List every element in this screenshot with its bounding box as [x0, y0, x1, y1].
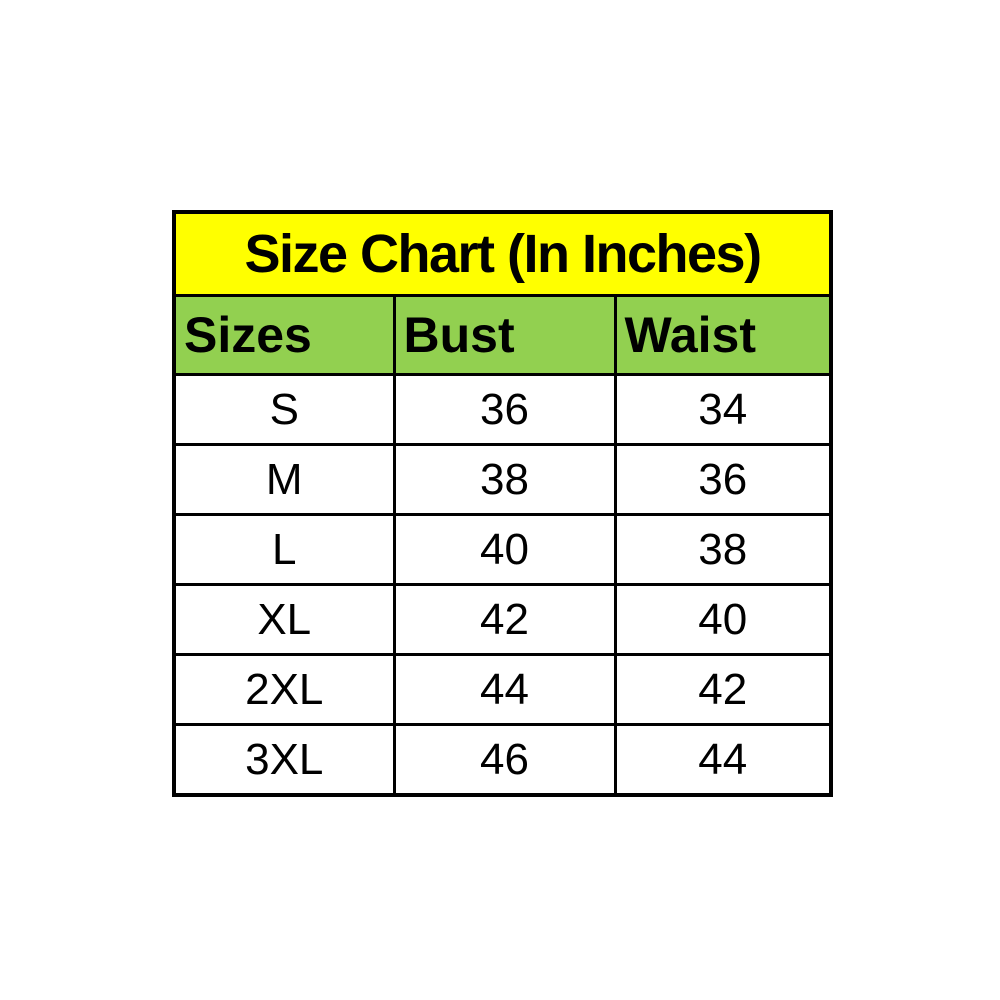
bust-cell: 46 [392, 723, 617, 797]
bust-cell: 40 [392, 513, 617, 586]
table-title: Size Chart (In Inches) [172, 210, 833, 297]
table-row: L 40 38 [172, 513, 833, 586]
size-cell: M [172, 443, 396, 516]
waist-cell: 36 [613, 443, 833, 516]
size-cell: 2XL [172, 653, 396, 726]
table-row: 2XL 44 42 [172, 653, 833, 726]
table-row: M 38 36 [172, 443, 833, 516]
header-row: Sizes Bust Waist [172, 294, 833, 376]
size-cell: L [172, 513, 396, 586]
column-header-waist: Waist [613, 294, 833, 376]
waist-cell: 34 [613, 373, 833, 446]
column-header-sizes: Sizes [172, 294, 396, 376]
waist-cell: 42 [613, 653, 833, 726]
table-row: XL 42 40 [172, 583, 833, 656]
bust-cell: 38 [392, 443, 617, 516]
bust-cell: 44 [392, 653, 617, 726]
size-cell: 3XL [172, 723, 396, 797]
bust-cell: 42 [392, 583, 617, 656]
bust-cell: 36 [392, 373, 617, 446]
title-row: Size Chart (In Inches) [172, 210, 833, 297]
waist-cell: 38 [613, 513, 833, 586]
table-row: 3XL 46 44 [172, 723, 833, 797]
size-chart-table: Size Chart (In Inches) Sizes Bust Waist … [172, 210, 834, 797]
size-cell: XL [172, 583, 396, 656]
waist-cell: 44 [613, 723, 833, 797]
waist-cell: 40 [613, 583, 833, 656]
table-row: S 36 34 [172, 373, 833, 446]
size-cell: S [172, 373, 396, 446]
column-header-bust: Bust [392, 294, 617, 376]
